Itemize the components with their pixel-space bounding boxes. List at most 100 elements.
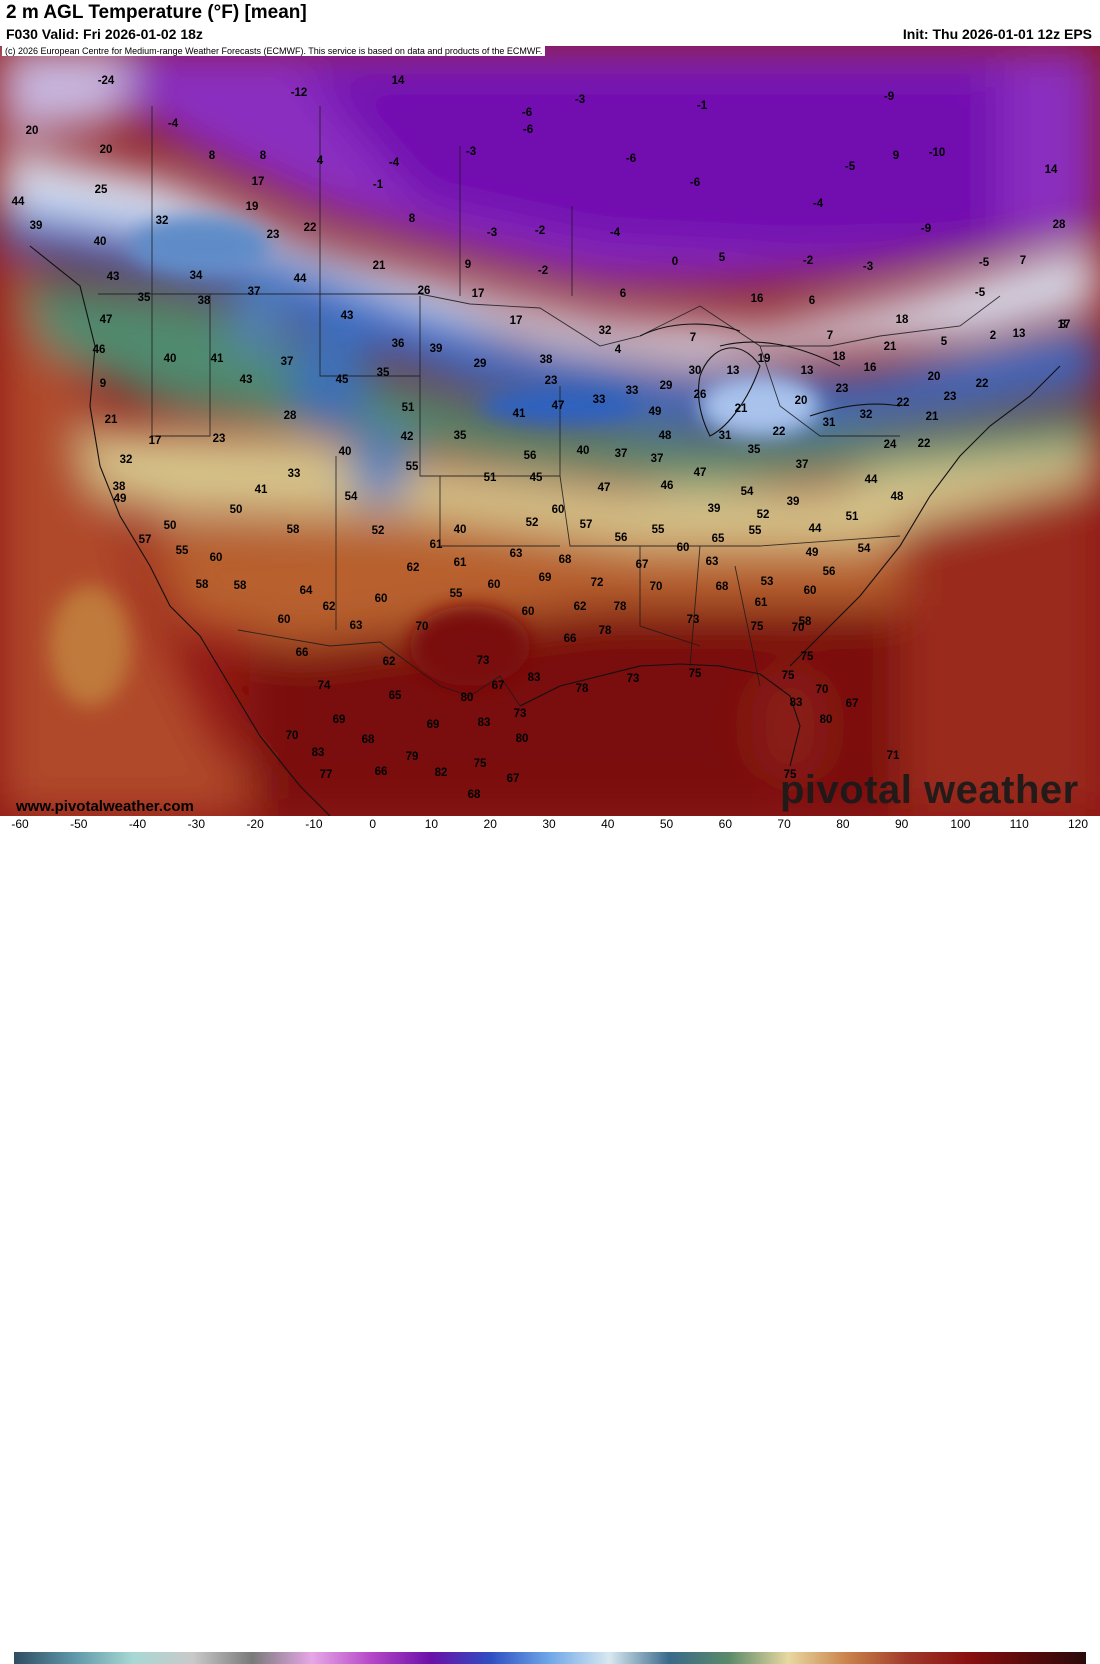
temperature-value-label: 43: [341, 310, 354, 322]
copyright-notice: (c) 2026 European Centre for Medium-rang…: [2, 46, 546, 56]
temperature-value-label: 13: [801, 365, 814, 377]
temperature-value-label: 56: [615, 532, 628, 544]
temperature-value-label: 46: [661, 480, 674, 492]
temperature-value-label: -9: [921, 223, 931, 235]
temperature-value-label: 13: [727, 365, 740, 377]
temperature-value-label: 62: [323, 601, 336, 613]
colorbar-tick-label: -10: [305, 817, 323, 831]
temperature-value-label: 6: [620, 288, 626, 300]
colorbar-tick-label: 100: [950, 817, 971, 831]
temperature-value-label: 60: [804, 585, 817, 597]
temperature-value-label: 54: [741, 486, 754, 498]
temperature-value-label: -3: [466, 146, 476, 158]
temperature-value-label: 54: [858, 543, 871, 555]
temperature-value-label: 44: [865, 474, 878, 486]
temperature-value-label: 60: [278, 614, 291, 626]
temperature-value-label: 72: [591, 577, 604, 589]
temperature-value-label: 52: [526, 517, 539, 529]
temperature-value-label: 5: [941, 336, 948, 348]
temperature-value-label: 62: [383, 656, 396, 668]
temperature-value-label: 9: [465, 259, 471, 271]
temperature-value-label: -24: [98, 75, 115, 87]
temperature-value-label: 26: [418, 285, 431, 297]
temperature-value-label: 31: [823, 417, 836, 429]
temperature-value-label: 33: [626, 385, 639, 397]
temperature-value-label: 38: [540, 354, 553, 366]
temperature-value-label: 43: [107, 271, 120, 283]
temperature-value-label: 61: [454, 557, 467, 569]
temperature-value-label: 68: [362, 734, 375, 746]
temperature-value-label: -9: [884, 91, 894, 103]
temperature-value-label: 40: [577, 445, 590, 457]
temperature-value-label: 17: [252, 176, 265, 188]
temperature-value-label: 52: [757, 509, 770, 521]
temperature-value-label: 47: [552, 400, 565, 412]
political-borders: [98, 106, 1001, 707]
temperature-value-label: 82: [435, 767, 448, 779]
temperature-value-label: 36: [392, 338, 405, 350]
temperature-map[interactable]: -24 20 20 25 44 39 40 -4 8 8 17 19 32 23 22 -12 14 4 -4 -1 8…: [0, 46, 1100, 816]
temperature-value-label: 56: [823, 566, 836, 578]
temperature-value-label: 58: [196, 579, 209, 591]
temperature-value-label: 17: [149, 435, 162, 447]
temperature-value-label: 19: [246, 201, 259, 213]
colorbar-tick-label: 0: [369, 817, 376, 831]
temperature-value-label: 35: [138, 292, 151, 304]
temperature-value-label: 55: [450, 588, 463, 600]
temperature-value-label: -6: [522, 107, 532, 119]
temperature-value-label: 78: [576, 683, 589, 695]
temperature-value-label: 38: [113, 481, 126, 493]
temperature-value-label: -3: [487, 227, 497, 239]
temperature-value-label: 8: [409, 213, 416, 225]
temperature-value-label: 20: [795, 395, 808, 407]
temperature-value-label: -2: [538, 265, 548, 277]
temperature-value-label: 30: [689, 365, 702, 377]
temperature-value-label: 41: [211, 353, 224, 365]
temperature-value-label: 44: [809, 523, 822, 535]
temperature-field: [0, 46, 1100, 816]
temperature-value-label: 32: [156, 215, 169, 227]
temperature-value-label: -3: [575, 94, 585, 106]
colorbar-tick-label: 110: [1009, 817, 1029, 831]
temperature-value-label: 17: [1058, 319, 1071, 331]
temperature-value-label: 66: [375, 766, 388, 778]
temperature-value-label: 58: [799, 616, 812, 628]
temperature-value-label: 78: [599, 625, 612, 637]
temperature-value-label: 33: [593, 394, 606, 406]
temperature-value-label: 70: [286, 730, 299, 742]
temperature-value-label: 35: [748, 444, 761, 456]
temperature-value-label: 57: [139, 534, 152, 546]
temperature-value-label: 51: [402, 402, 415, 414]
temperature-value-label: 41: [513, 408, 526, 420]
temperature-value-label: 48: [659, 430, 672, 442]
temperature-value-label: 40: [164, 353, 177, 365]
temperature-value-label: 9: [893, 150, 899, 162]
temperature-value-label: 58: [234, 580, 247, 592]
temperature-value-label: 21: [926, 411, 939, 423]
temperature-value-label: 75: [474, 758, 487, 770]
temperature-value-label: 28: [1053, 219, 1066, 231]
temperature-value-label: 50: [230, 504, 243, 516]
temperature-value-label: 8: [260, 150, 267, 162]
colorbar-tick-label: -20: [246, 817, 264, 831]
temperature-value-label: 63: [706, 556, 719, 568]
temperature-value-label: -12: [291, 87, 308, 99]
temperature-value-label: 37: [651, 453, 664, 465]
temperature-value-label: 22: [304, 222, 317, 234]
temperature-value-label: 4: [615, 344, 622, 356]
colorbar-tick-label: 10: [424, 817, 439, 831]
temperature-value-label: 67: [507, 773, 520, 785]
temperature-value-label: 70: [650, 581, 663, 593]
colorbar: -60 -50 -40 -30 -20 -10 0 10 20 30 40 50 60 70 80 90 100…: [0, 816, 1100, 1664]
temperature-value-label: 75: [782, 670, 795, 682]
temperature-value-label: 33: [288, 468, 301, 480]
coastlines: [29, 245, 1061, 816]
temperature-value-label: 45: [336, 374, 349, 386]
temperature-value-label: 39: [787, 496, 800, 508]
temperature-value-label: 58: [287, 524, 300, 536]
temperature-value-label: 44: [12, 196, 25, 208]
temperature-value-label: 23: [944, 391, 957, 403]
colorbar-tick-label: 50: [659, 817, 674, 831]
temperature-value-label: -10: [929, 147, 946, 159]
